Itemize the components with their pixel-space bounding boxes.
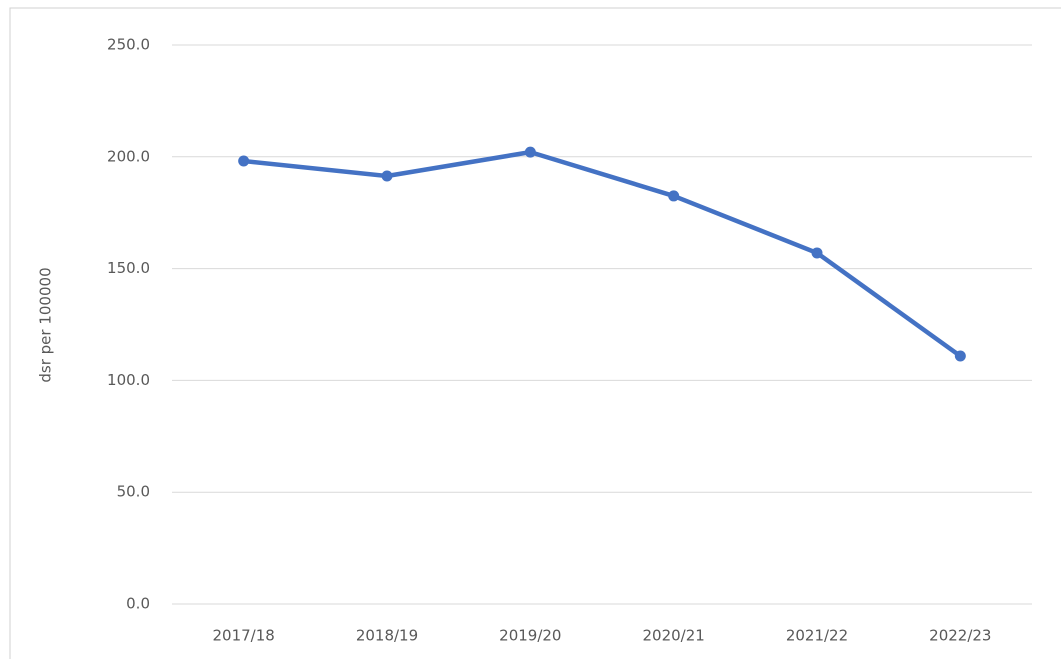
chart-frame [9, 7, 1061, 659]
data-line [243, 149, 962, 358]
x-tick-label: 2017/18 [213, 627, 275, 645]
data-point [811, 247, 823, 259]
y-tick-label: 200.0 [107, 147, 150, 165]
x-tick-label: 2022/23 [929, 627, 991, 645]
data-point [524, 146, 536, 158]
data-point [954, 350, 966, 362]
x-tick-label: 2021/22 [786, 627, 848, 645]
y-tick-label: 0.0 [126, 595, 150, 613]
y-axis-label: dsr per 100000 [37, 267, 55, 382]
data-point [238, 155, 250, 167]
y-tick-label: 50.0 [117, 483, 150, 501]
x-tick-label: 2019/20 [499, 627, 561, 645]
y-tick-label: 100.0 [107, 371, 150, 389]
data-point [668, 190, 680, 202]
y-tick-label: 250.0 [107, 36, 150, 54]
x-tick-label: 2018/19 [356, 627, 418, 645]
data-point [381, 170, 393, 182]
y-tick-label: 150.0 [107, 259, 150, 277]
x-tick-label: 2020/21 [643, 627, 705, 645]
